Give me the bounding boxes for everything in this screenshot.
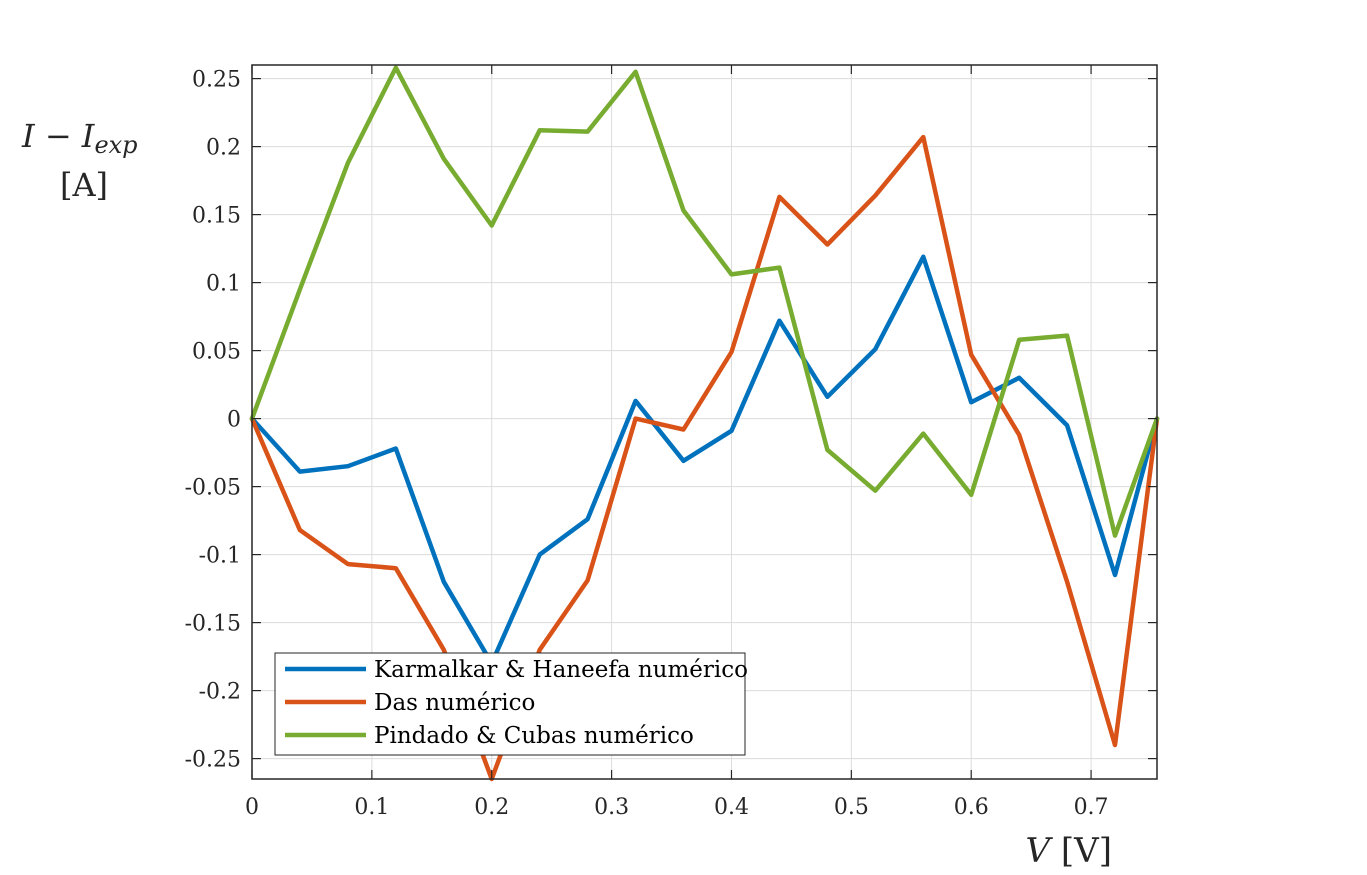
y-tick-label: -0.25 (185, 748, 241, 773)
y-tick-label: 0.05 (192, 340, 241, 365)
x-axis-label-var: V (1026, 831, 1054, 871)
ticks (251, 65, 1157, 779)
y-tick-label: -0.05 (185, 476, 241, 501)
y-axis-unit: [A] (60, 166, 108, 204)
x-tick-label: 0.4 (714, 795, 749, 820)
y-axis-label-main: I − I (21, 117, 96, 155)
x-axis-label-unit: [V] (1061, 831, 1112, 871)
y-tick-label: 0.1 (206, 272, 241, 297)
x-axis-label: V [V] (1026, 831, 1112, 871)
y-tick-label: 0.2 (206, 136, 241, 161)
x-tick-label: 0.5 (834, 795, 869, 820)
svg-text:V [V]: V [V] (1026, 831, 1112, 871)
y-tick-label: 0.25 (192, 68, 241, 93)
legend: Karmalkar & Haneefa numérico Das numérico… (274, 652, 748, 756)
y-tick-label: -0.1 (199, 544, 241, 569)
x-tick-label: 0.3 (594, 795, 629, 820)
x-tick-label: 0.6 (954, 795, 989, 820)
y-axis-label: I − Iexp [A] (21, 117, 138, 204)
y-tick-label: -0.2 (199, 680, 241, 705)
legend-label-3: Pindado & Cubas numérico (374, 723, 694, 749)
series-line-3 (249, 65, 1160, 538)
legend-label-1: Karmalkar & Haneefa numérico (374, 657, 748, 683)
x-tick-label: 0.2 (474, 795, 509, 820)
y-tick-label: 0 (227, 408, 241, 433)
series-line-1 (249, 254, 1160, 666)
data-lines (249, 65, 1160, 782)
x-tick-label: 0.7 (1074, 795, 1109, 820)
x-tick-label: 0.1 (354, 795, 389, 820)
plot-frame (251, 64, 1158, 780)
svg-text:I − Iexp: I − Iexp (21, 117, 138, 159)
y-tick-label: -0.15 (185, 612, 241, 637)
tick-labels: 0 0.1 0.2 0.3 0.4 0.5 0.6 0.7 0.25 0.2 0.15 0.1 0.05… (185, 68, 1109, 820)
y-axis-label-sub: exp (94, 131, 137, 159)
legend-label-2: Das numérico (374, 690, 535, 716)
series-line-2 (249, 134, 1160, 782)
x-tick-label: 0 (245, 795, 259, 820)
y-tick-label: 0.15 (192, 204, 241, 229)
